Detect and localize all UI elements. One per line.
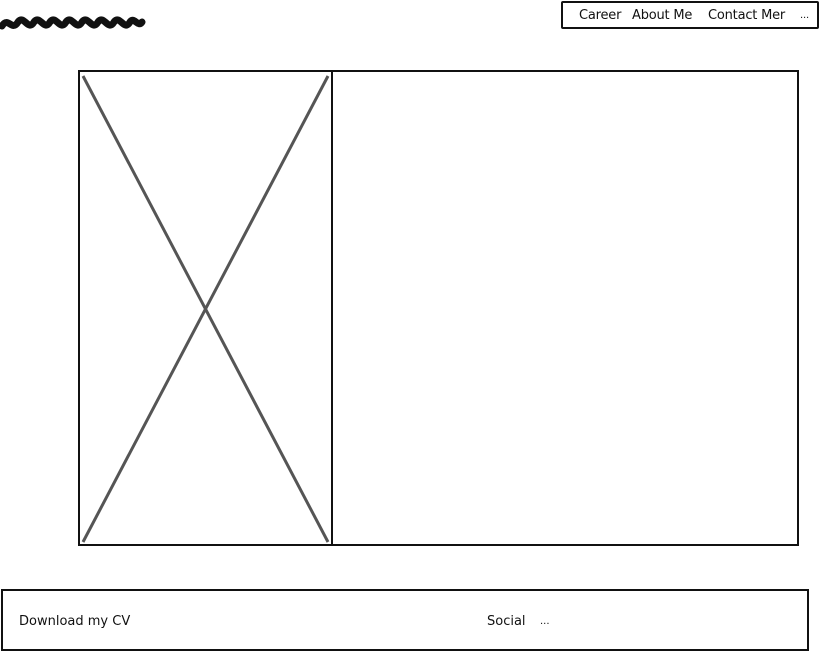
nav-about-me[interactable]: About Me (632, 8, 693, 23)
content-text-area (333, 72, 797, 544)
footer-more[interactable]: ... (540, 616, 550, 627)
top-nav: Career About Me Contact Mer ... (561, 1, 819, 29)
footer: Download my CV Social ... (1, 589, 809, 651)
logo-scribble (0, 16, 146, 30)
image-placeholder (80, 72, 333, 544)
main-content-frame (78, 70, 799, 546)
nav-more[interactable]: ... (800, 10, 809, 21)
download-cv-link[interactable]: Download my CV (19, 614, 131, 629)
nav-contact[interactable]: Contact Mer (708, 8, 786, 23)
nav-career[interactable]: Career (579, 8, 622, 23)
social-link[interactable]: Social (487, 614, 526, 629)
image-placeholder-icon (81, 75, 330, 543)
